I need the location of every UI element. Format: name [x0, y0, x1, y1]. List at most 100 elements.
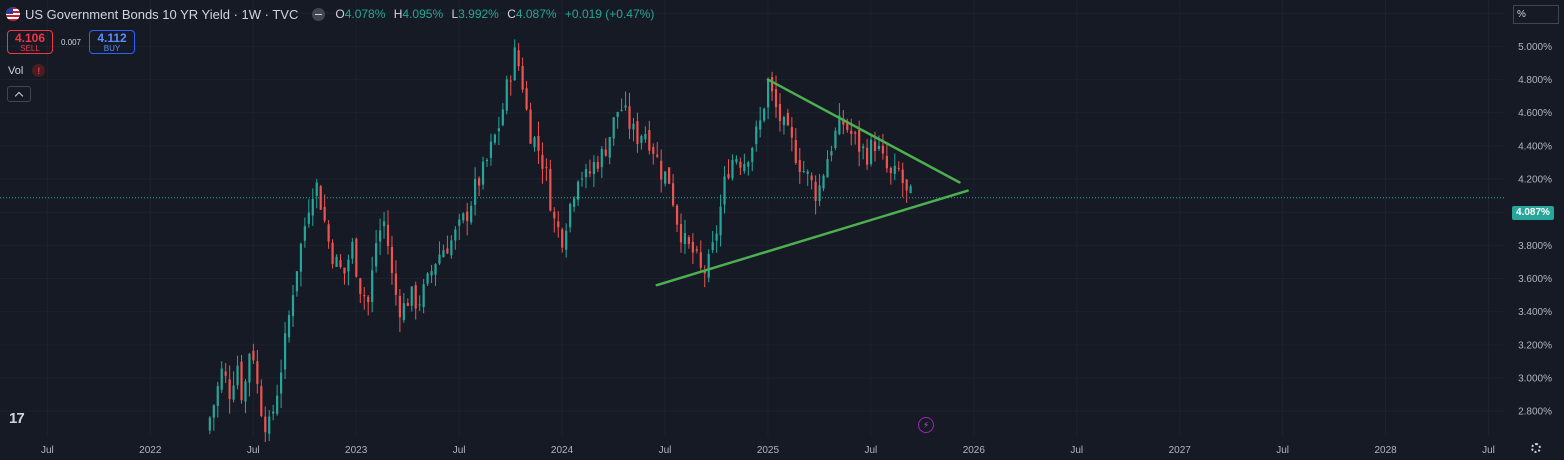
- candle-body: [905, 179, 908, 191]
- candle-body: [339, 260, 342, 267]
- x-tick-label: Jul: [41, 445, 54, 456]
- change-value: +0.019 (+0.47%): [564, 7, 655, 21]
- candle-body: [505, 79, 508, 111]
- candle-body: [802, 171, 805, 173]
- candle-body: [367, 296, 370, 303]
- candle-body: [648, 130, 651, 151]
- y-tick-label: 3.800%: [1518, 241, 1552, 252]
- candle-body: [418, 304, 421, 306]
- volume-indicator[interactable]: Vol !: [8, 64, 46, 77]
- candle-body: [901, 169, 904, 184]
- candle-body: [268, 416, 271, 434]
- candle-body: [727, 173, 730, 178]
- candle-body: [553, 211, 556, 219]
- candle-body: [307, 212, 310, 224]
- candle-body: [315, 182, 318, 196]
- candle-body: [390, 247, 394, 274]
- candle-body: [838, 115, 841, 135]
- candle-body: [260, 386, 263, 416]
- candle-body: [620, 109, 623, 111]
- low-value: 3.992%: [458, 7, 499, 21]
- lightning-icon[interactable]: ⚡: [918, 417, 934, 433]
- candle-body: [656, 154, 659, 157]
- candle-body: [386, 224, 390, 247]
- candle-body: [743, 163, 746, 172]
- collapse-indicators-button[interactable]: [7, 86, 31, 102]
- candle-body: [572, 198, 576, 207]
- collapse-legend-icon[interactable]: [312, 7, 326, 21]
- candle-body: [616, 111, 619, 117]
- y-tick-label: 3.400%: [1518, 307, 1552, 318]
- candle-body: [319, 186, 322, 210]
- candle-body: [869, 139, 873, 165]
- x-axis[interactable]: Jul 2022 Jul 2023 Jul 2024 Jul 2025 Jul 2026 Jul 20…: [41, 445, 1495, 456]
- buy-label: BUY: [103, 43, 121, 53]
- candle-body: [509, 80, 512, 82]
- candle-body: [331, 242, 334, 264]
- candlestick-series: [208, 39, 912, 442]
- y-tick-label: 4.800%: [1518, 75, 1552, 86]
- ohlc-values: O4.078% H4.095% L3.992% C4.087% +0.019 (…: [335, 7, 659, 21]
- candle-body: [592, 162, 595, 175]
- candle-body: [909, 186, 912, 194]
- warning-icon[interactable]: !: [32, 64, 46, 77]
- spread-value: 0.007: [60, 37, 82, 47]
- y-tick-label: 3.200%: [1518, 340, 1552, 351]
- candle-body: [628, 106, 631, 129]
- candle-body: [513, 47, 516, 81]
- close-value: 4.087%: [515, 7, 557, 21]
- high-value: 4.095%: [402, 7, 444, 21]
- candle-body: [517, 50, 520, 67]
- buy-button[interactable]: 4.112 BUY: [89, 30, 135, 54]
- sell-button[interactable]: 4.106 SELL: [7, 30, 53, 54]
- candle-body: [466, 211, 469, 222]
- candle-body: [462, 213, 465, 221]
- candle-body: [280, 372, 283, 394]
- candle-body: [545, 166, 548, 168]
- candle-body: [489, 141, 493, 158]
- candle-body: [485, 159, 489, 162]
- candle-body: [335, 256, 338, 267]
- candle-body: [850, 130, 853, 134]
- trendlines[interactable]: [655, 78, 969, 287]
- candle-body: [212, 405, 215, 418]
- x-tick-label: 2028: [1374, 445, 1397, 456]
- low-key: L: [451, 7, 459, 21]
- candle-body: [529, 109, 532, 144]
- candle-body: [557, 221, 560, 228]
- candle-body: [244, 381, 247, 402]
- candle-body: [782, 117, 786, 126]
- candle-body: [842, 118, 845, 125]
- percent-scale-button[interactable]: %: [1513, 5, 1559, 24]
- candle-body: [723, 176, 726, 205]
- candle-body: [343, 267, 346, 274]
- candle-body: [687, 237, 691, 244]
- candle-body: [493, 134, 497, 143]
- candle-body: [766, 80, 770, 108]
- candle-body: [371, 270, 374, 303]
- y-tick-label: 4.600%: [1518, 108, 1552, 119]
- candle-body: [877, 145, 881, 149]
- candle-body: [295, 271, 299, 292]
- candle-body: [739, 161, 742, 168]
- candle-body: [865, 147, 869, 165]
- candle-body: [501, 109, 504, 126]
- candle-body: [208, 417, 211, 431]
- candle-body: [679, 224, 683, 243]
- y-tick-label: 5.000%: [1518, 42, 1552, 53]
- candle-body: [814, 181, 817, 201]
- candle-body: [458, 219, 461, 226]
- candle-body: [885, 156, 888, 169]
- candle-body: [430, 270, 433, 276]
- chart-grid: [0, 0, 1505, 436]
- candle-body: [272, 411, 275, 414]
- candle-body: [774, 89, 778, 108]
- buy-price: 4.112: [97, 30, 127, 45]
- tradingview-logo[interactable]: 17: [9, 410, 25, 427]
- symbol-title[interactable]: US Government Bonds 10 YR Yield · 1W · T…: [25, 6, 299, 22]
- x-tick-label: Jul: [659, 445, 672, 456]
- candle-body: [881, 145, 885, 154]
- candle-body: [830, 151, 833, 156]
- settings-gear-icon[interactable]: [1531, 443, 1541, 453]
